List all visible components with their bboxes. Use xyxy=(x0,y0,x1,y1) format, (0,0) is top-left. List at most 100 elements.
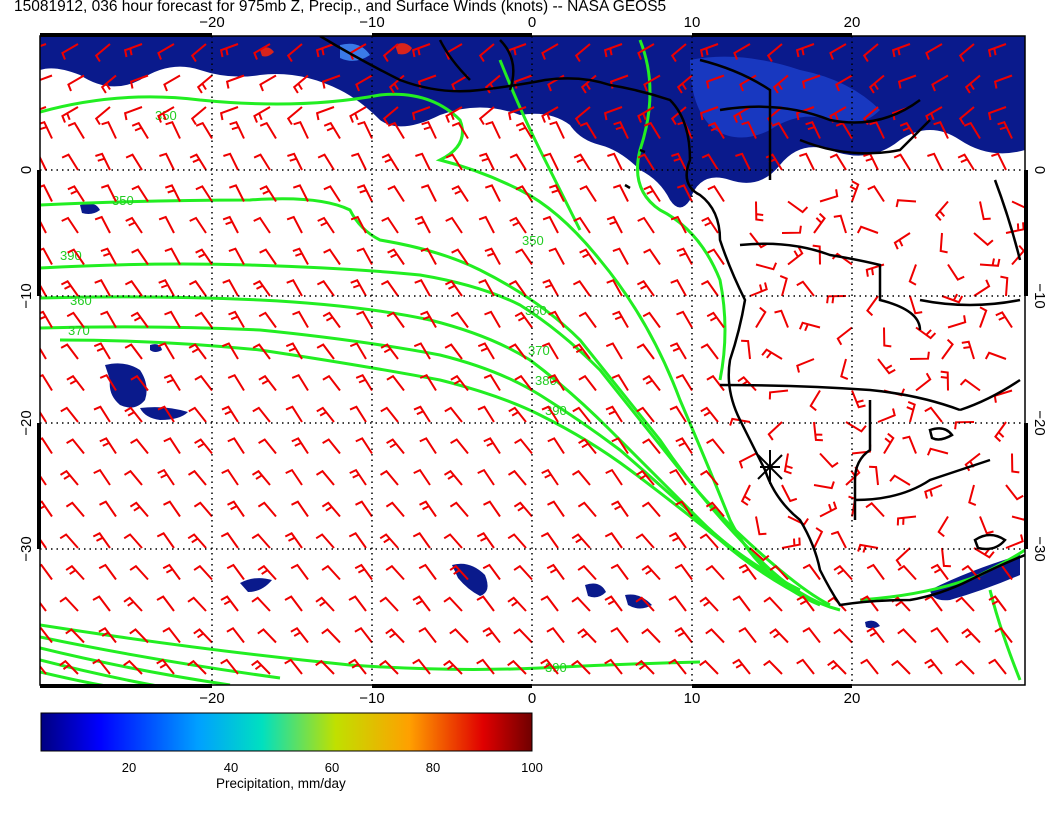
wind-barb xyxy=(699,106,719,121)
lon-label: −20 xyxy=(199,14,224,31)
wind-barb xyxy=(286,215,303,234)
wind-barb xyxy=(40,74,53,81)
wind-barb xyxy=(706,438,725,455)
wind-barb xyxy=(979,516,994,535)
wind-barb xyxy=(321,628,341,644)
wind-barb xyxy=(643,74,661,92)
wind-barb xyxy=(482,563,501,581)
wind-barb xyxy=(987,43,1007,58)
wind-barb xyxy=(796,358,815,373)
wind-barb xyxy=(993,74,1013,89)
wind-barb xyxy=(315,596,335,612)
wind-barb xyxy=(93,342,111,360)
wind-barb xyxy=(420,310,437,328)
wind-barb xyxy=(385,501,405,518)
wind-barb xyxy=(66,311,85,329)
wind-barb xyxy=(476,595,495,612)
lat-label: −10 xyxy=(1031,283,1048,308)
contour-label: 370 xyxy=(68,323,90,338)
lon-label: 10 xyxy=(684,690,701,707)
contour-label: 360 xyxy=(525,303,547,318)
wind-barb xyxy=(895,199,917,208)
wind-barb xyxy=(637,216,655,234)
wind-barb xyxy=(515,121,533,140)
wind-barb xyxy=(413,405,431,423)
wind-barb xyxy=(987,106,1007,121)
wind-barb xyxy=(763,659,783,675)
wind-barb xyxy=(450,374,469,392)
wind-barb xyxy=(356,310,373,328)
wind-barb xyxy=(869,465,879,486)
wind-barb xyxy=(412,658,431,675)
lat-label: −30 xyxy=(18,536,35,561)
wind-barb xyxy=(451,74,469,92)
wind-barb xyxy=(322,438,341,455)
wind-barb xyxy=(317,216,335,234)
wind-barb xyxy=(958,43,975,63)
wind-barb xyxy=(187,469,207,486)
wind-barb xyxy=(223,152,239,171)
wind-barb xyxy=(386,374,405,392)
wind-barb xyxy=(548,310,565,328)
wind-barb xyxy=(572,280,591,297)
wind-barb xyxy=(606,215,623,234)
wind-barb xyxy=(123,43,143,58)
wind-barb xyxy=(354,563,373,581)
wind-barb xyxy=(865,263,885,277)
wind-barb xyxy=(968,484,977,507)
wind-barb xyxy=(705,628,725,644)
wind-barb xyxy=(451,248,469,266)
wind-barb xyxy=(164,184,181,202)
wind-barb xyxy=(99,500,117,518)
wind-barb xyxy=(541,342,559,360)
wind-barb xyxy=(513,628,533,644)
wind-barb xyxy=(380,343,399,360)
wind-barb xyxy=(924,406,943,423)
wind-barb xyxy=(123,469,143,486)
wind-barb xyxy=(221,405,239,423)
precip-blob-4 xyxy=(240,578,272,592)
wind-barb xyxy=(253,153,271,171)
wind-barb xyxy=(40,283,47,297)
wind-barb xyxy=(964,74,981,94)
wind-barb xyxy=(285,405,303,423)
wind-barb xyxy=(484,310,501,328)
wind-barb xyxy=(856,225,879,234)
wind-barb xyxy=(676,184,693,202)
wind-barb xyxy=(251,533,271,549)
wind-barb xyxy=(604,595,623,612)
wind-barb xyxy=(805,120,821,139)
wind-barb xyxy=(547,437,565,455)
wind-barb xyxy=(866,563,885,581)
lon-label: 0 xyxy=(528,14,536,31)
wind-barb xyxy=(379,596,399,612)
wind-barb xyxy=(157,43,175,60)
wind-barb xyxy=(349,405,367,423)
wind-barb xyxy=(849,180,860,202)
wind-barb xyxy=(293,120,309,139)
wind-barb xyxy=(607,152,623,171)
wind-barb xyxy=(60,343,79,360)
wind-barb xyxy=(478,106,495,126)
wind-barb xyxy=(979,201,991,221)
wind-barb xyxy=(755,306,767,329)
wind-barb xyxy=(258,438,277,455)
wind-barb xyxy=(259,248,277,266)
wind-barb xyxy=(123,533,143,549)
wind-barb xyxy=(387,121,405,140)
wind-barb xyxy=(835,74,853,92)
contour-label: 350 xyxy=(522,233,544,248)
wind-barb xyxy=(61,216,79,234)
wind-barb xyxy=(387,185,405,203)
wind-barb xyxy=(40,247,53,265)
wind-barb xyxy=(635,533,655,549)
wind-barb xyxy=(412,532,431,549)
wind-barb xyxy=(444,406,463,423)
wind-barb xyxy=(131,185,149,203)
wind-barb xyxy=(781,537,801,549)
wind-barb xyxy=(603,43,623,58)
wind-barb xyxy=(772,74,789,94)
wind-barb xyxy=(741,120,757,139)
wind-barb xyxy=(156,658,175,675)
contour-label: 390 xyxy=(545,403,567,418)
